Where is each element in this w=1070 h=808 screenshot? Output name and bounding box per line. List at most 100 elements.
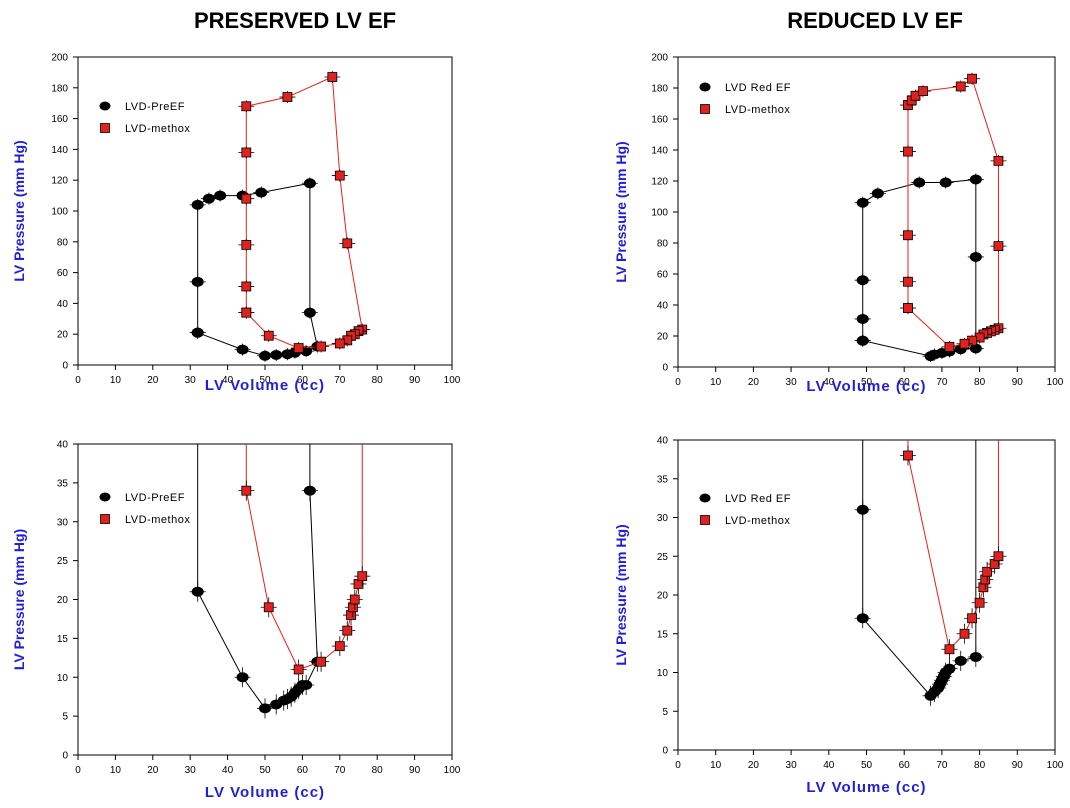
x-tick-label: 20 xyxy=(748,377,760,388)
y-tick-label: 0 xyxy=(662,363,668,374)
data-point-methox xyxy=(944,341,955,352)
y-tick-label: 15 xyxy=(657,629,669,640)
x-tick-label: 40 xyxy=(222,765,234,776)
data-point-preef xyxy=(943,663,956,674)
chart-reduced-full: 0 10 20 30 40 50 60 70 80 90 100 0 20 40 60 80 100 120 140… xyxy=(613,53,1064,396)
x-tick-label: 30 xyxy=(185,765,197,776)
y-axis-title: LV Pressure (mm Hg) xyxy=(11,140,27,281)
data-point-methox xyxy=(955,81,966,92)
x-tick-label: 70 xyxy=(936,760,948,771)
y-tick-label: 140 xyxy=(651,146,668,157)
data-point-methox xyxy=(993,155,1004,166)
x-tick-label: 100 xyxy=(1047,760,1064,771)
data-point-preef xyxy=(856,197,869,208)
data-point-methox xyxy=(241,101,252,112)
plot-series-group xyxy=(854,440,1007,706)
data-point-methox xyxy=(959,628,970,639)
data-point-preef xyxy=(303,485,316,496)
data-point-methox xyxy=(903,146,913,157)
chart-preserved-zoom: 0 10 20 30 40 50 60 70 80 90 100 0 5 10 15 20 25 30 35 40 LV… xyxy=(11,440,461,802)
legend-marker-square xyxy=(100,514,110,524)
x-tick-label: 80 xyxy=(372,375,384,386)
y-tick-label: 180 xyxy=(651,84,668,95)
legend-marker-circle xyxy=(699,82,711,92)
x-tick-label: 60 xyxy=(297,375,309,386)
data-point-methox xyxy=(263,602,274,613)
data-point-methox xyxy=(293,664,304,675)
series-line xyxy=(862,178,977,357)
series-line xyxy=(907,440,999,651)
y-tick-label: 10 xyxy=(657,668,669,679)
chart-preserved-full: 0 10 20 30 40 50 60 70 80 90 100 0 20 40 60 80 100 120 140… xyxy=(11,53,461,395)
data-point-preef xyxy=(236,672,249,683)
x-axis-title: LV Volume (cc) xyxy=(205,784,325,801)
y-tick-label: 25 xyxy=(657,552,669,563)
data-point-methox xyxy=(959,338,970,349)
legend-marker-circle xyxy=(99,492,111,502)
data-point-preef xyxy=(856,335,869,346)
x-tick-label: 70 xyxy=(334,765,346,776)
data-point-methox xyxy=(241,239,252,250)
x-tick-label: 100 xyxy=(1047,377,1064,388)
data-point-methox xyxy=(903,303,913,314)
x-tick-label: 0 xyxy=(75,765,81,776)
data-point-preef xyxy=(281,349,294,360)
series-line xyxy=(245,444,363,671)
series-line xyxy=(245,76,363,349)
data-point-methox xyxy=(241,193,252,204)
data-point-methox xyxy=(349,594,360,605)
y-tick-label: 35 xyxy=(57,478,69,489)
y-tick-label: 100 xyxy=(651,208,668,219)
legend-marker-square xyxy=(100,123,110,133)
y-tick-label: 200 xyxy=(651,53,668,64)
y-tick-label: 140 xyxy=(51,145,68,156)
data-point-preef xyxy=(202,193,215,204)
y-axis-title: LV Pressure (mm Hg) xyxy=(613,524,629,665)
y-tick-label: 20 xyxy=(57,330,69,341)
data-point-preef xyxy=(856,613,869,624)
x-tick-label: 20 xyxy=(147,375,159,386)
data-point-methox xyxy=(903,450,913,461)
y-tick-label: 5 xyxy=(662,707,668,718)
data-point-methox xyxy=(241,307,252,318)
x-tick-label: 30 xyxy=(786,377,798,388)
legend-label: LVD Red EF xyxy=(725,493,791,505)
y-tick-label: 30 xyxy=(57,517,69,528)
x-tick-label: 60 xyxy=(899,760,911,771)
data-point-preef xyxy=(214,190,227,201)
x-tick-label: 10 xyxy=(110,765,122,776)
data-point-preef xyxy=(300,680,313,691)
data-point-methox xyxy=(316,341,327,352)
legend-label: LVD-methox xyxy=(125,123,190,135)
x-tick-label: 30 xyxy=(786,760,798,771)
x-tick-label: 100 xyxy=(444,375,461,386)
y-tick-label: 0 xyxy=(62,361,68,372)
y-tick-label: 5 xyxy=(62,712,68,723)
data-point-methox xyxy=(241,147,252,158)
x-tick-label: 60 xyxy=(297,765,309,776)
data-point-preef xyxy=(856,504,869,515)
data-point-methox xyxy=(293,343,304,353)
x-tick-label: 80 xyxy=(974,760,986,771)
data-point-methox xyxy=(342,238,353,249)
data-point-preef xyxy=(939,177,952,188)
legend-label: LVD-PreEF xyxy=(125,492,185,504)
data-point-methox xyxy=(974,597,985,608)
data-point-methox xyxy=(903,276,913,287)
data-point-methox xyxy=(967,613,977,624)
data-point-methox xyxy=(334,338,345,349)
x-tick-label: 10 xyxy=(710,377,722,388)
x-tick-label: 50 xyxy=(861,377,873,388)
data-point-preef xyxy=(969,251,982,262)
chart-reduced-zoom: 0 10 20 30 40 50 60 70 80 90 100 0 5 10 15 20 25 30 35 40 LV… xyxy=(613,436,1064,797)
series-line xyxy=(907,77,999,348)
data-point-methox xyxy=(241,281,252,292)
data-point-methox xyxy=(982,566,993,577)
y-tick-label: 200 xyxy=(51,53,68,64)
legend-label: LVD Red EF xyxy=(725,82,791,94)
reduced-ef-title: REDUCED LV EF xyxy=(787,8,963,33)
y-tick-label: 20 xyxy=(57,595,69,606)
plot-series-group xyxy=(189,444,371,719)
data-point-methox xyxy=(993,241,1004,252)
y-tick-label: 20 xyxy=(657,332,669,343)
